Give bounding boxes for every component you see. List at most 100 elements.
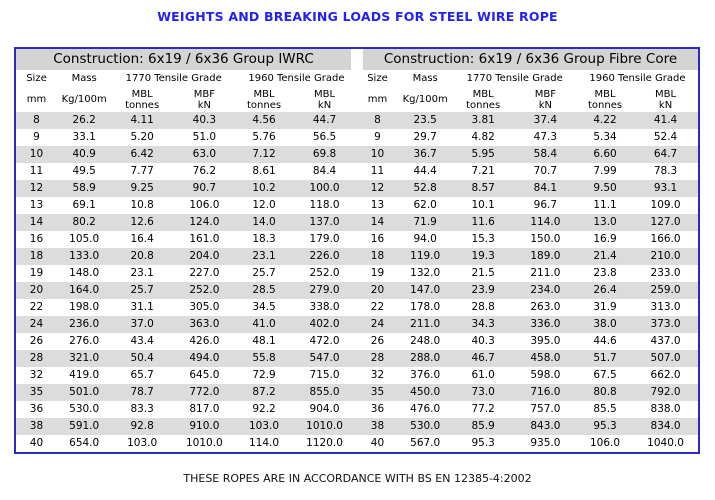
size-cell: 38 xyxy=(370,420,385,432)
table-cell: 373.0 xyxy=(650,318,681,330)
column-subheader-line: MBL xyxy=(655,88,677,100)
table-cell: 15.3 xyxy=(471,233,495,245)
column-subheader-line: mm xyxy=(26,94,47,105)
table-cell: 148.0 xyxy=(69,267,100,279)
size-cell: 18 xyxy=(370,250,385,262)
table-cell: 716.0 xyxy=(530,386,561,398)
table-cell: 61.0 xyxy=(471,369,495,381)
table-row-half-iwrc: 9 33.1 5.20 51.0 5.76 56.5 xyxy=(16,129,357,146)
table-cell: 133.0 xyxy=(69,250,100,262)
table-cell: 591.0 xyxy=(69,420,100,432)
mass-column-label: Mass xyxy=(71,73,97,84)
column-subheader: Kg/100m xyxy=(57,87,112,112)
column-subheader: MBL tonnes xyxy=(577,87,633,112)
table-cell: 189.0 xyxy=(530,250,561,262)
table-cell: 252.0 xyxy=(309,267,340,279)
table-cell: 109.0 xyxy=(650,199,681,211)
table-body: 8 26.2 4.11 40.3 4.56 44.7 8 23.5 3.81 37.4 4.22 41… xyxy=(16,112,698,452)
column-subheader: MBL tonnes xyxy=(452,87,513,112)
table-row: 16 105.0 16.4 161.0 18.3 179.0 16 94.0 15.3 150.0… xyxy=(16,231,698,248)
footer-note: THESE ROPES ARE IN ACCORDANCE WITH BS EN… xyxy=(183,472,532,485)
size-column-label: Size xyxy=(367,73,388,84)
size-cell: 32 xyxy=(370,369,385,381)
table-cell: 279.0 xyxy=(309,284,340,296)
table-row-half-iwrc: 11 49.5 7.77 76.2 8.61 84.4 xyxy=(16,163,357,180)
table-cell: 4.82 xyxy=(471,131,495,143)
table-cell: 501.0 xyxy=(69,386,100,398)
table-cell: 25.7 xyxy=(130,284,154,296)
table-cell: 233.0 xyxy=(650,267,681,279)
table-cell: 7.21 xyxy=(471,165,495,177)
table-cell: 19.3 xyxy=(471,250,495,262)
table-cell: 11.6 xyxy=(471,216,495,228)
table-row: 22 198.0 31.1 305.0 34.5 338.0 22 178.0 28.8 263.… xyxy=(16,299,698,316)
column-subheader-line: kN xyxy=(658,99,673,111)
size-cell: 26 xyxy=(370,335,385,347)
table-cell: 5.76 xyxy=(252,131,276,143)
table-row-half-iwrc: 18 133.0 20.8 204.0 23.1 226.0 xyxy=(16,248,357,265)
size-cell: 36 xyxy=(370,403,385,415)
table-cell: 226.0 xyxy=(309,250,340,262)
size-cell: 28 xyxy=(370,352,385,364)
table-cell: 12.6 xyxy=(130,216,154,228)
table-row: 10 40.9 6.42 63.0 7.12 69.8 10 36.7 5.95 58.4 6.60… xyxy=(16,146,698,163)
table-row-half-fibre: 35 450.0 73.0 716.0 80.8 792.0 xyxy=(357,384,698,401)
size-cell: 35 xyxy=(29,386,44,398)
table-row: 18 133.0 20.8 204.0 23.1 226.0 18 119.0 19.3 189.… xyxy=(16,248,698,265)
table-cell: 7.12 xyxy=(252,148,276,160)
table-cell: 10.1 xyxy=(471,199,495,211)
table-cell: 55.8 xyxy=(252,352,276,364)
table-cell: 44.6 xyxy=(593,335,617,347)
size-cell: 14 xyxy=(370,216,385,228)
table-cell: 52.4 xyxy=(653,131,678,143)
table-cell: 288.0 xyxy=(410,352,441,364)
table-cell: 93.1 xyxy=(653,182,678,194)
size-cell: 19 xyxy=(29,267,44,279)
table-cell: 338.0 xyxy=(309,301,340,313)
size-cell: 28 xyxy=(29,352,44,364)
table-cell: 40.3 xyxy=(471,335,495,347)
table-cell: 252.0 xyxy=(189,284,220,296)
table-cell: 67.5 xyxy=(593,369,617,381)
table-row-half-fibre: 9 29.7 4.82 47.3 5.34 52.4 xyxy=(357,129,698,146)
table-row-half-fibre: 11 44.4 7.21 70.7 7.99 78.3 xyxy=(357,163,698,180)
table-cell: 118.0 xyxy=(309,199,340,211)
size-cell: 9 xyxy=(33,131,40,143)
size-cell: 40 xyxy=(370,437,385,449)
table-cell: 40.3 xyxy=(192,114,217,126)
table-cell: 26.4 xyxy=(593,284,617,296)
table-cell: 58.4 xyxy=(533,148,558,160)
table-cell: 85.9 xyxy=(471,420,495,432)
table-cell: 20.8 xyxy=(130,250,154,262)
column-subheader: mm xyxy=(357,87,398,112)
table-cell: 23.1 xyxy=(130,267,154,279)
table-cell: 321.0 xyxy=(69,352,100,364)
table-cell: 150.0 xyxy=(530,233,561,245)
column-subheader: MBL kN xyxy=(292,87,357,112)
table-cell: 645.0 xyxy=(189,369,220,381)
column-subheader-line: Kg/100m xyxy=(402,94,448,105)
table-cell: 6.42 xyxy=(130,148,154,160)
table-cell: 28.8 xyxy=(471,301,495,313)
table-cell: 73.0 xyxy=(471,386,495,398)
table-row: 24 236.0 37.0 363.0 41.0 402.0 24 211.0 34.3 336.… xyxy=(16,316,698,333)
table-cell: 70.7 xyxy=(533,165,558,177)
table-cell: 476.0 xyxy=(410,403,441,415)
size-cell: 12 xyxy=(29,182,44,194)
table-row-half-fibre: 40 567.0 95.3 935.0 106.0 1040.0 xyxy=(357,435,698,452)
table-cell: 23.1 xyxy=(252,250,276,262)
size-cell: 24 xyxy=(29,318,44,330)
table-cell: 313.0 xyxy=(650,301,681,313)
table-cell: 41.4 xyxy=(653,114,678,126)
table-row: 36 530.0 83.3 817.0 92.2 904.0 36 476.0 77.2 757.… xyxy=(16,401,698,418)
table-cell: 10.2 xyxy=(252,182,276,194)
size-column-label: Size xyxy=(26,73,47,84)
table-cell: 458.0 xyxy=(530,352,561,364)
size-cell: 20 xyxy=(370,284,385,296)
column-subheader-line: tonnes xyxy=(246,99,282,111)
column-subheader: MBF kN xyxy=(514,87,577,112)
table-cell: 164.0 xyxy=(69,284,100,296)
table-cell: 904.0 xyxy=(309,403,340,415)
size-cell: 18 xyxy=(29,250,44,262)
table-row: 11 49.5 7.77 76.2 8.61 84.4 11 44.4 7.21 70.7 7.99… xyxy=(16,163,698,180)
